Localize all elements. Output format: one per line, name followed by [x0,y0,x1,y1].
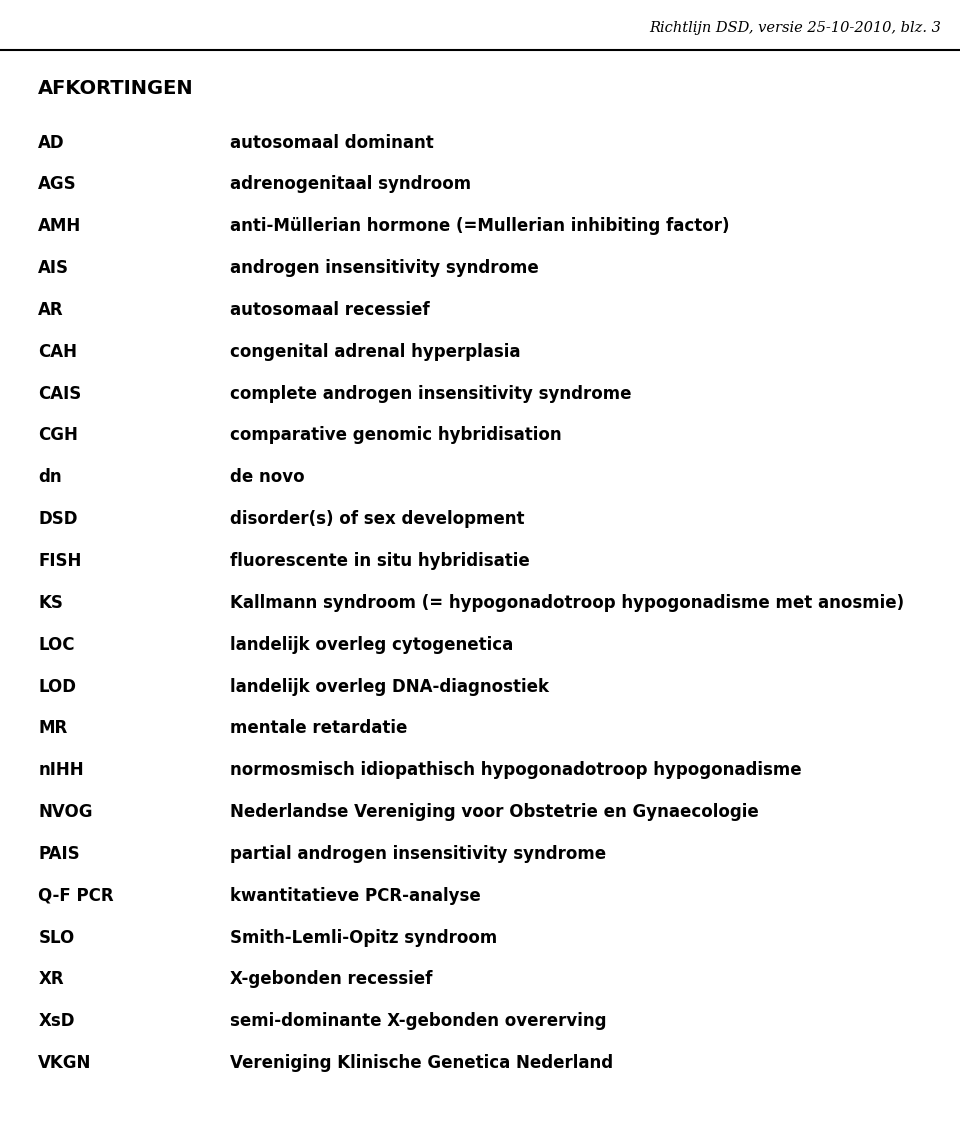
Text: semi-dominante X-gebonden overerving: semi-dominante X-gebonden overerving [230,1012,607,1030]
Text: FISH: FISH [38,552,82,570]
Text: LOD: LOD [38,677,77,696]
Text: disorder(s) of sex development: disorder(s) of sex development [230,510,525,528]
Text: androgen insensitivity syndrome: androgen insensitivity syndrome [230,259,540,277]
Text: NVOG: NVOG [38,803,93,821]
Text: LOC: LOC [38,636,75,654]
Text: anti-Müllerian hormone (=Mullerian inhibiting factor): anti-Müllerian hormone (=Mullerian inhib… [230,217,730,235]
Text: normosmisch idiopathisch hypogonadotroop hypogonadisme: normosmisch idiopathisch hypogonadotroop… [230,761,802,779]
Text: Smith-Lemli-Opitz syndroom: Smith-Lemli-Opitz syndroom [230,929,497,947]
Text: partial androgen insensitivity syndrome: partial androgen insensitivity syndrome [230,845,607,863]
Text: mentale retardatie: mentale retardatie [230,719,408,737]
Text: Kallmann syndroom (= hypogonadotroop hypogonadisme met anosmie): Kallmann syndroom (= hypogonadotroop hyp… [230,594,904,612]
Text: AD: AD [38,133,65,152]
Text: landelijk overleg cytogenetica: landelijk overleg cytogenetica [230,636,514,654]
Text: AMH: AMH [38,217,82,235]
Text: Richtlijn DSD, versie 25-10-2010, blz. 3: Richtlijn DSD, versie 25-10-2010, blz. 3 [649,21,941,35]
Text: CAIS: CAIS [38,385,82,403]
Text: Nederlandse Vereniging voor Obstetrie en Gynaecologie: Nederlandse Vereniging voor Obstetrie en… [230,803,759,821]
Text: KS: KS [38,594,63,612]
Text: AIS: AIS [38,259,69,277]
Text: dn: dn [38,468,62,486]
Text: congenital adrenal hyperplasia: congenital adrenal hyperplasia [230,343,521,361]
Text: CAH: CAH [38,343,78,361]
Text: PAIS: PAIS [38,845,80,863]
Text: SLO: SLO [38,929,75,947]
Text: de novo: de novo [230,468,305,486]
Text: complete androgen insensitivity syndrome: complete androgen insensitivity syndrome [230,385,632,403]
Text: AFKORTINGEN: AFKORTINGEN [38,79,194,97]
Text: fluorescente in situ hybridisatie: fluorescente in situ hybridisatie [230,552,530,570]
Text: AGS: AGS [38,175,77,193]
Text: DSD: DSD [38,510,78,528]
Text: AR: AR [38,301,64,319]
Text: nIHH: nIHH [38,761,84,779]
Text: Vereniging Klinische Genetica Nederland: Vereniging Klinische Genetica Nederland [230,1054,613,1072]
Text: landelijk overleg DNA-diagnostiek: landelijk overleg DNA-diagnostiek [230,677,549,696]
Text: autosomaal dominant: autosomaal dominant [230,133,434,152]
Text: VKGN: VKGN [38,1054,92,1072]
Text: XsD: XsD [38,1012,75,1030]
Text: MR: MR [38,719,67,737]
Text: X-gebonden recessief: X-gebonden recessief [230,970,433,988]
Text: CGH: CGH [38,426,79,444]
Text: autosomaal recessief: autosomaal recessief [230,301,430,319]
Text: XR: XR [38,970,64,988]
Text: adrenogenitaal syndroom: adrenogenitaal syndroom [230,175,471,193]
Text: kwantitatieve PCR-analyse: kwantitatieve PCR-analyse [230,887,481,905]
Text: Q-F PCR: Q-F PCR [38,887,114,905]
Text: comparative genomic hybridisation: comparative genomic hybridisation [230,426,562,444]
